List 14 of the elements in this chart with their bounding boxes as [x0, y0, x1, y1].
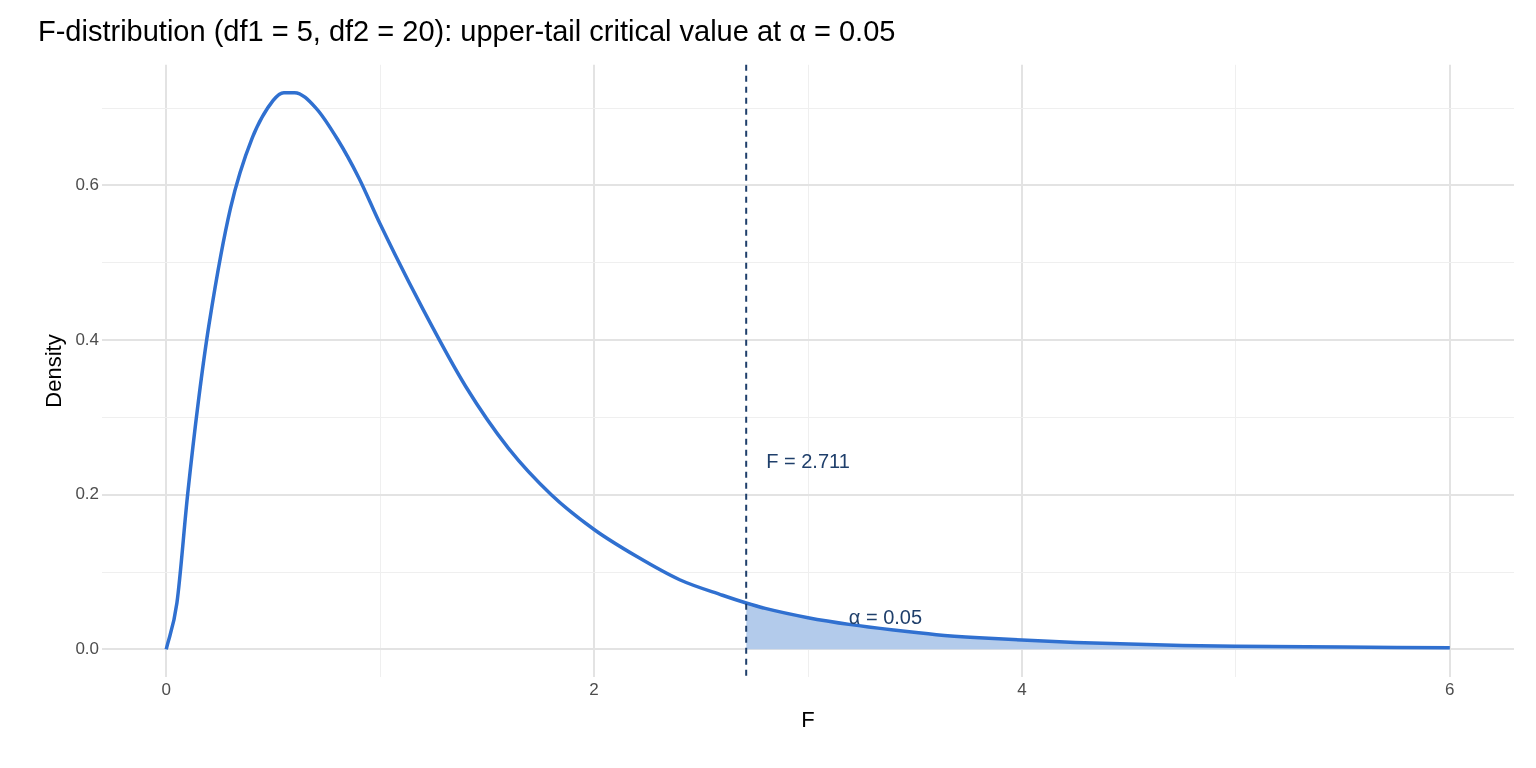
annotation: α = 0.05 [848, 606, 923, 629]
y-tick-label: 0.2 [75, 484, 100, 504]
y-axis-title: Density [41, 334, 67, 408]
line-series [164, 90, 1452, 652]
x-tick-label: 0 [161, 680, 171, 700]
y-tick-label: 0.6 [75, 175, 100, 195]
x-tick-label: 4 [1017, 680, 1027, 700]
y-tick-label: 0.0 [75, 639, 100, 659]
ref-line-label: F = 2.711 [766, 450, 850, 473]
x-axis-title: F [801, 706, 815, 732]
x-tick-label: 2 [589, 680, 599, 700]
chart-title: F-distribution (df1 = 5, df2 = 20): upper-tail critical value at α = 0.05 [38, 15, 896, 48]
y-tick-label: 0.4 [75, 329, 100, 349]
x-tick-label: 6 [1445, 680, 1455, 700]
